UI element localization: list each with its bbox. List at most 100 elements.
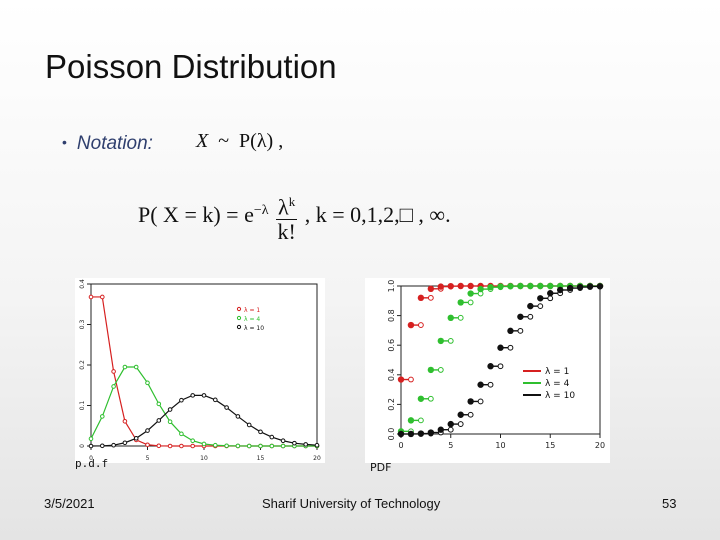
legend-label: λ = 4 — [244, 316, 260, 323]
data-point — [111, 442, 116, 448]
data-point — [179, 443, 184, 449]
data-point — [246, 443, 252, 449]
data-point — [179, 397, 184, 403]
data-point — [167, 407, 173, 412]
legend-label: λ = 1 — [244, 307, 260, 314]
x-tick-label: 5 — [146, 455, 150, 462]
x-tick-label: 5 — [448, 441, 453, 450]
open-point — [487, 381, 494, 388]
open-point — [427, 294, 434, 301]
open-point — [507, 344, 514, 351]
data-point — [133, 364, 139, 370]
legend-label: λ = 10 — [244, 325, 264, 332]
open-point — [527, 313, 534, 320]
data-point — [537, 295, 544, 302]
data-point — [427, 429, 435, 436]
data-point — [292, 440, 297, 446]
series-line — [91, 296, 317, 447]
data-point — [467, 398, 474, 405]
data-point — [201, 393, 207, 398]
data-point — [190, 443, 195, 449]
data-point — [145, 442, 150, 448]
y-tick-label: 0 — [79, 444, 86, 448]
data-point — [156, 401, 162, 407]
data-point — [258, 429, 263, 435]
data-point — [314, 442, 320, 448]
pmf-chart: 0 5 10 15 20 0 0.1 0.2 0.3 0.4 λ = 1 λ = 4 λ = 10 — [79, 279, 321, 462]
x-tick-label: 20 — [595, 441, 605, 450]
plot-frame — [400, 285, 601, 435]
data-point — [397, 430, 405, 438]
data-point — [477, 381, 484, 388]
y-tick-label: 0.4 — [79, 279, 86, 289]
data-point — [437, 283, 444, 290]
cdf-chart: 0 5 10 15 20 0.0 0.2 0.4 0.6 0.8 1.0 λ = 1 λ = 4 λ = … — [387, 280, 605, 450]
data-point — [417, 294, 425, 302]
data-point — [457, 411, 464, 418]
notation-bullet: • Notation: — [62, 133, 153, 155]
open-point — [477, 398, 484, 405]
data-point — [576, 283, 584, 291]
open-point — [517, 327, 524, 334]
data-point — [122, 364, 128, 370]
data-point — [457, 282, 464, 290]
open-point — [418, 417, 424, 424]
open-point — [457, 421, 464, 427]
data-point — [477, 285, 484, 293]
data-point — [547, 290, 554, 297]
data-point — [303, 442, 308, 447]
x-tick-label: 10 — [495, 441, 505, 450]
y-tick-label: 1.0 — [387, 280, 396, 293]
data-point — [100, 443, 105, 449]
formula-exponent: −λ — [253, 202, 269, 218]
data-point — [88, 443, 94, 449]
data-point — [467, 282, 474, 290]
data-point — [201, 441, 207, 447]
cdf-chart-panel: 0 5 10 15 20 0.0 0.2 0.4 0.6 0.8 1.0 λ = 1 λ = 4 λ = … — [365, 278, 610, 463]
data-point — [156, 443, 162, 449]
data-point — [167, 443, 173, 449]
x-tick-label: 15 — [545, 441, 555, 450]
formula-fraction: λk k! — [276, 190, 298, 245]
open-point — [467, 299, 474, 306]
data-point — [111, 384, 116, 389]
data-point — [280, 438, 286, 444]
data-point — [497, 283, 504, 290]
x-tick-label: 0 — [398, 441, 403, 450]
data-point — [487, 283, 494, 291]
data-point — [447, 282, 454, 290]
open-point — [437, 367, 444, 373]
open-point — [447, 426, 454, 433]
data-point — [586, 283, 594, 290]
y-tick-label: 0.1 — [79, 401, 86, 411]
notation-variable: X — [196, 130, 209, 152]
x-tick-label: 10 — [200, 455, 208, 462]
data-point — [427, 366, 435, 374]
footer-date: 3/5/2021 — [44, 496, 95, 511]
open-point — [537, 303, 544, 310]
data-point — [280, 443, 286, 449]
data-point — [517, 313, 524, 320]
data-point — [566, 284, 574, 292]
open-point — [547, 295, 554, 302]
open-point — [408, 376, 414, 383]
data-point — [111, 369, 116, 374]
data-point — [100, 294, 105, 300]
y-tick-label: 0.6 — [387, 339, 396, 352]
data-point — [133, 436, 139, 441]
data-point — [447, 314, 454, 322]
open-point — [447, 338, 454, 344]
data-point — [167, 419, 173, 424]
formula-numerator: λk — [276, 190, 298, 221]
open-point — [418, 322, 424, 328]
data-point — [527, 302, 534, 310]
open-point — [497, 363, 504, 370]
slide-title: Poisson Distribution — [45, 48, 337, 85]
bullet-dot-icon: • — [62, 134, 67, 150]
data-point — [213, 397, 218, 403]
data-point — [557, 286, 564, 294]
data-point — [547, 282, 554, 290]
formula-denominator: k! — [277, 219, 296, 245]
data-point — [437, 337, 444, 345]
